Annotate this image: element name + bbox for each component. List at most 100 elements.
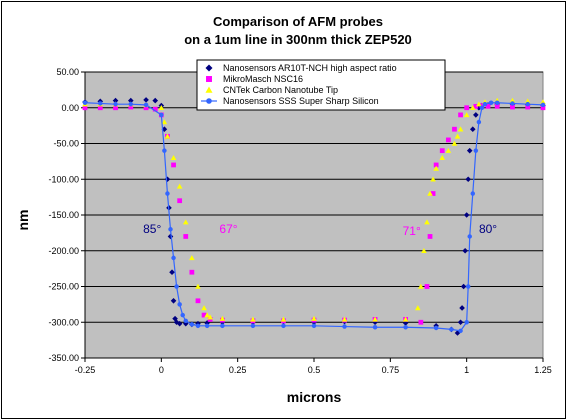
data-point xyxy=(494,103,500,109)
data-point xyxy=(167,233,174,240)
data-point xyxy=(281,323,286,329)
data-point xyxy=(174,284,179,289)
data-point xyxy=(164,133,171,139)
data-point xyxy=(465,176,471,183)
legend-marker xyxy=(206,76,212,82)
data-point xyxy=(280,316,287,322)
data-point xyxy=(204,323,210,329)
legend-item: Nanosensors SSS Super Sharp Silicon xyxy=(201,96,379,106)
y-tick-label: 0.00 xyxy=(61,103,79,113)
data-point xyxy=(143,102,149,108)
data-point xyxy=(451,140,458,146)
data-point xyxy=(128,101,134,107)
data-point xyxy=(195,283,201,289)
angle-annotation: 67° xyxy=(219,222,237,236)
y-tick-label: -200.00 xyxy=(48,246,79,256)
data-point xyxy=(454,133,461,139)
data-point xyxy=(189,269,195,275)
y-tick-label: -50.00 xyxy=(53,139,79,149)
data-point xyxy=(113,105,118,111)
data-point xyxy=(161,119,168,125)
legend-marker xyxy=(205,86,213,93)
data-point xyxy=(540,99,546,105)
data-point xyxy=(82,100,88,105)
data-point xyxy=(488,100,494,105)
data-point xyxy=(341,316,348,322)
legend-label: Nanosensors AR10T-NCH high aspect ratio xyxy=(223,63,397,73)
data-point xyxy=(177,198,183,204)
x-tick-label: 1.25 xyxy=(534,365,552,375)
y-tick-label: 50.00 xyxy=(56,67,79,77)
legend: Nanosensors AR10T-NCH high aspect ratioM… xyxy=(196,59,446,111)
data-point xyxy=(424,284,430,289)
data-point xyxy=(189,322,195,327)
data-point xyxy=(458,112,463,118)
data-point xyxy=(177,302,182,307)
data-point xyxy=(161,126,168,132)
legend-label: Nanosensors SSS Super Sharp Silicon xyxy=(223,96,379,106)
data-point xyxy=(180,312,185,318)
data-point xyxy=(112,97,119,104)
data-point xyxy=(204,312,210,318)
data-point xyxy=(482,101,488,107)
data-point xyxy=(182,219,189,225)
data-point xyxy=(415,305,421,311)
data-point xyxy=(183,234,189,239)
data-point xyxy=(433,325,439,331)
data-point xyxy=(220,323,225,329)
data-point xyxy=(445,147,452,153)
data-point xyxy=(201,305,207,311)
data-point xyxy=(485,103,491,109)
data-point xyxy=(143,105,149,111)
data-point xyxy=(176,183,183,189)
data-point xyxy=(433,165,439,171)
data-point xyxy=(463,112,470,118)
data-point xyxy=(430,176,436,182)
data-point xyxy=(169,269,175,275)
data-point xyxy=(143,97,149,103)
angle-annotation: 80° xyxy=(479,222,497,236)
data-point xyxy=(372,325,378,330)
data-point xyxy=(476,101,482,107)
data-point xyxy=(464,320,469,325)
chart-title-line-1: Comparison of AFM probes xyxy=(213,14,383,29)
data-point xyxy=(524,98,531,104)
data-point xyxy=(311,315,317,321)
data-point xyxy=(460,283,467,290)
chart-title-line-2: on a 1um line in 300nm thick ZEP520 xyxy=(184,32,412,47)
data-point xyxy=(128,97,134,104)
data-point xyxy=(457,126,464,132)
data-point xyxy=(469,126,476,132)
data-point xyxy=(98,101,103,106)
data-point xyxy=(452,126,457,132)
y-tick-label: -300.00 xyxy=(48,317,79,327)
data-point xyxy=(427,234,433,239)
data-point xyxy=(176,320,183,327)
data-point xyxy=(170,298,177,304)
data-point xyxy=(462,247,468,254)
data-point xyxy=(183,318,188,324)
legend-label: MikroMasch NSC16 xyxy=(223,74,303,84)
x-tick-label: 0.5 xyxy=(308,365,321,375)
data-point xyxy=(464,105,470,111)
data-point xyxy=(433,162,439,168)
x-tick-label: -0.25 xyxy=(75,365,96,375)
data-point xyxy=(469,104,476,110)
data-point xyxy=(421,247,427,253)
data-point xyxy=(195,323,201,329)
data-point xyxy=(494,100,500,105)
legend-box xyxy=(196,59,446,111)
data-point xyxy=(418,319,424,325)
data-point xyxy=(466,147,473,154)
data-point xyxy=(128,104,134,110)
data-point xyxy=(424,219,430,225)
data-point xyxy=(201,312,207,318)
data-point xyxy=(439,148,445,154)
y-axis-label: nm xyxy=(15,210,31,231)
data-point xyxy=(430,191,436,196)
data-point xyxy=(195,298,201,304)
y-tick-label: -250.00 xyxy=(48,282,79,292)
data-point xyxy=(467,234,472,239)
data-point xyxy=(463,212,470,218)
